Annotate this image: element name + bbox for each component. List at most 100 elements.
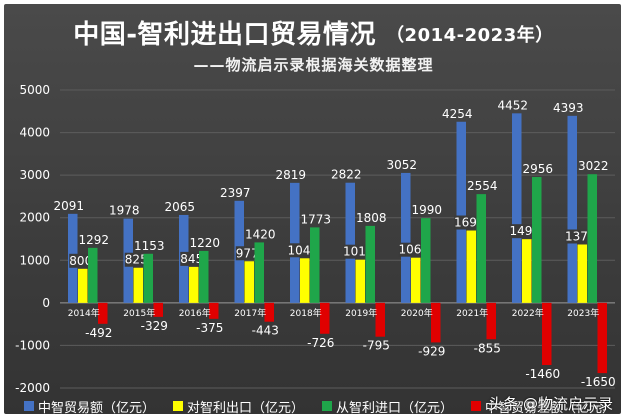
data-label-balance: -855 — [474, 341, 501, 355]
legend-label-balance: 中智贸易差额（亿元） — [485, 400, 616, 416]
data-label-imports: 1808 — [356, 211, 387, 225]
data-label-bg — [180, 251, 204, 266]
legend-item-trade-total: 中智贸易额（亿元） — [24, 397, 155, 416]
bar-exports — [355, 259, 365, 303]
bar-trade-total — [401, 172, 411, 303]
x-tick-label: 2015年 — [123, 307, 155, 319]
y-tick-label: 0 — [42, 296, 50, 310]
y-tick-label: 1000 — [19, 253, 50, 267]
data-label-trade-total: 3052 — [386, 158, 417, 172]
legend-item-imports: 从智利进口（亿元） — [322, 397, 453, 416]
data-label-balance: -443 — [252, 324, 279, 338]
data-label-balance: -1460 — [525, 367, 560, 381]
bar-imports — [143, 253, 153, 303]
data-label-exports: 977 — [236, 246, 259, 260]
legend-swatch-exports — [173, 401, 184, 411]
data-label-trade-total: 2819 — [275, 168, 306, 182]
bar-exports — [78, 268, 88, 303]
data-label-balance: -329 — [141, 319, 168, 333]
data-label-imports: 1420 — [245, 227, 276, 241]
data-label-trade-total: 2065 — [164, 200, 195, 214]
legend: 中智贸易额（亿元） 对智利出口（亿元） 从智利进口（亿元） 中智贸易差额（亿元） — [24, 397, 615, 416]
bar-exports — [300, 258, 310, 303]
data-label-balance: -795 — [363, 339, 390, 353]
chart-subtitle: ——物流启示录根据海关数据整理 — [193, 56, 434, 74]
data-label-bg — [235, 246, 259, 261]
data-label-exports: 825 — [125, 253, 148, 267]
data-label-balance: -492 — [85, 326, 112, 340]
x-tick-label: 2017年 — [234, 307, 266, 319]
data-label-exports: 845 — [180, 252, 203, 266]
data-label-balance: -1650 — [581, 375, 616, 389]
data-label-trade-total: 4452 — [497, 98, 528, 112]
bar-balance — [209, 302, 219, 319]
bar-imports — [199, 250, 209, 303]
legend-label-imports: 从智利进口（亿元） — [336, 400, 454, 416]
bar-exports — [577, 244, 587, 303]
data-label-bg — [69, 253, 93, 268]
data-label-balance: -375 — [196, 321, 223, 335]
bar-trade-total — [290, 182, 300, 303]
data-label-trade-total: 2397 — [220, 186, 251, 200]
bar-balance — [486, 302, 496, 340]
x-tick-label: 2014年 — [68, 307, 100, 319]
bar-balance — [597, 302, 607, 374]
data-label-balance: -726 — [307, 336, 334, 350]
x-tick-label: 2022年 — [512, 307, 544, 319]
y-tick-label: -1000 — [15, 338, 50, 352]
bar-trade-total — [345, 182, 355, 303]
bar-trade-total — [512, 113, 522, 303]
bar-balance — [431, 302, 441, 343]
data-label-imports: 1292 — [78, 233, 109, 247]
bar-imports — [476, 194, 486, 303]
bar-exports — [522, 239, 532, 303]
bar-exports — [133, 267, 143, 303]
data-label-imports: 2956 — [522, 162, 553, 176]
x-tick-label: 2018年 — [290, 307, 322, 319]
y-tick-label: 4000 — [19, 126, 50, 140]
bar-imports — [254, 242, 264, 303]
chart-title-main: 中国-智利进出口贸易情况 — [73, 20, 377, 50]
x-tick-label: 2019年 — [345, 307, 377, 319]
bar-balance — [98, 302, 108, 324]
y-tick-label: -2000 — [15, 381, 50, 395]
chart-title-years: （2014-2023年） — [386, 25, 554, 46]
bar-balance — [320, 302, 330, 334]
legend-label-exports: 对智利出口（亿元） — [187, 400, 305, 416]
bar-balance — [375, 302, 385, 337]
legend-item-exports: 对智利出口（亿元） — [173, 397, 304, 416]
y-tick-label: 3000 — [19, 168, 50, 182]
bar-balance — [542, 302, 552, 366]
data-label-bg — [124, 252, 148, 267]
data-label-trade-total: 2822 — [331, 168, 362, 182]
y-tick-label: 5000 — [19, 83, 50, 97]
bar-imports — [310, 227, 320, 303]
bar-balance — [264, 302, 274, 322]
chart-title: 中国-智利进出口贸易情况 （2014-2023年） — [0, 14, 627, 51]
data-label-imports: 1773 — [300, 212, 331, 226]
bar-imports — [421, 218, 431, 303]
legend-item-balance: 中智贸易差额（亿元） — [471, 397, 615, 416]
bar-balance — [153, 302, 163, 317]
data-label-trade-total: 1978 — [109, 204, 140, 218]
data-label-imports: 1990 — [411, 203, 442, 217]
bar-imports — [365, 225, 375, 303]
bar-exports — [411, 257, 421, 303]
x-tick-label: 2020年 — [401, 307, 433, 319]
x-tick-label: 2023年 — [567, 307, 599, 319]
bar-imports — [587, 174, 597, 303]
bar-imports — [88, 247, 98, 303]
data-label-trade-total: 2091 — [53, 199, 84, 213]
x-tick-label: 2016年 — [179, 307, 211, 319]
bar-exports — [244, 261, 254, 303]
data-label-imports: 1153 — [134, 239, 165, 253]
data-label-trade-total: 4254 — [442, 107, 473, 121]
watermark: 头条 @物流启示录 — [488, 395, 613, 413]
legend-swatch-imports — [322, 401, 333, 411]
data-label-balance: -929 — [418, 344, 445, 358]
x-tick-label: 2021年 — [456, 307, 488, 319]
data-label-imports: 3022 — [578, 159, 609, 173]
data-label-trade-total: 4393 — [553, 101, 584, 115]
